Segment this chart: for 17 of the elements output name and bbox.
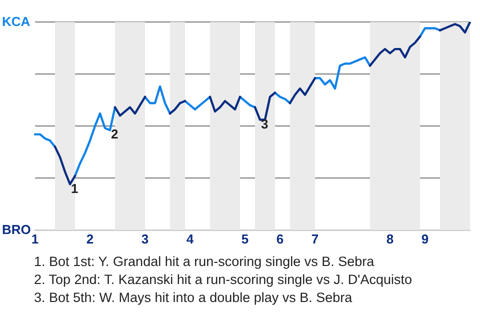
text: KCA	[2, 14, 30, 29]
annotation: 1	[71, 180, 78, 196]
text: BRO	[2, 222, 31, 237]
x-tick-label: 4	[186, 231, 194, 246]
text: 3. Bot 5th: W. Mays hit into a double play vs B. Sebra	[34, 289, 354, 307]
annotation: 2	[111, 126, 118, 142]
x-tick-label: 6	[276, 231, 284, 246]
x-tick-label: 1	[31, 231, 39, 246]
x-tick-label: 5	[241, 231, 249, 246]
x-tick-label: 3	[141, 231, 149, 246]
x-tick-label: 9	[421, 231, 429, 246]
text: 1. Bot 1st: Y. Grandal hit a run-scoring single vs B. Sebra	[34, 253, 376, 271]
annotation: 3	[261, 116, 268, 132]
x-tick-label: 8	[386, 231, 394, 246]
text: 2. Top 2nd: T. Kazanski hit a run-scoring single vs J. D'Acquisto	[34, 271, 412, 289]
x-tick-label: 7	[311, 231, 319, 246]
x-tick-label: 2	[86, 231, 94, 246]
